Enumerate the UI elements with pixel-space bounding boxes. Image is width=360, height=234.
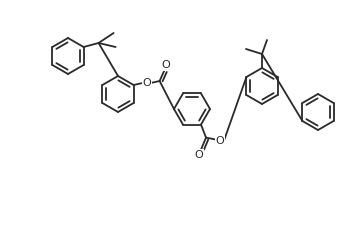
Text: O: O <box>161 60 170 70</box>
Text: O: O <box>142 78 151 88</box>
Text: O: O <box>216 135 224 146</box>
Text: O: O <box>195 150 203 160</box>
